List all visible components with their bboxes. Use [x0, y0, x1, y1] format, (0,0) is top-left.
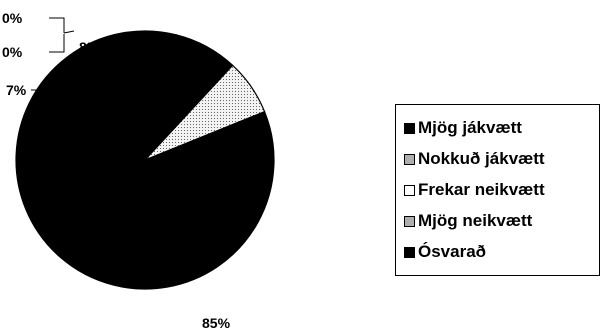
legend-item-frekar-neikvaett: Frekar neikvætt: [404, 179, 545, 201]
pie-slice-osvarad: [15, 30, 275, 290]
leader-line-zero-slices: [63, 30, 75, 34]
data-label-osvarad: 85%: [202, 315, 231, 331]
leader-line-mjog-neikvaett: [49, 34, 65, 53]
legend-swatch-frekar-neikvaett: [404, 184, 415, 196]
leader-line-nokkud-jakvaett: [31, 89, 46, 98]
legend-item-mjog-jakvaett: Mjög jákvætt: [404, 117, 522, 139]
legend-swatch-mjog-neikvaett: [404, 215, 415, 227]
data-label-mjog-jakvaett: 8%: [79, 39, 100, 55]
legend-label-osvarad: Ósvarað: [418, 242, 487, 261]
legend-label-mjog-neikvaett: Mjög neikvætt: [418, 211, 533, 230]
legend-label-nokkud-jakvaett: Nokkuð jákvætt: [418, 149, 545, 168]
legend-item-osvarad: Ósvarað: [404, 241, 486, 263]
leader-line-frekar-neikvaett: [49, 17, 65, 33]
chart-legend: Mjög jákvætt Nokkuð jákvætt Frekar neikv…: [395, 104, 600, 276]
legend-swatch-osvarad: [404, 246, 415, 258]
legend-swatch-mjog-jakvaett: [404, 122, 415, 134]
legend-label-frekar-neikvaett: Frekar neikvætt: [418, 180, 545, 199]
legend-item-nokkud-jakvaett: Nokkuð jákvætt: [404, 148, 545, 170]
legend-label-mjog-jakvaett: Mjög jákvætt: [418, 118, 522, 137]
legend-swatch-nokkud-jakvaett: [404, 153, 415, 165]
data-label-nokkud-jakvaett: 7%: [6, 82, 27, 98]
data-label-frekar-neikvaett: 0%: [2, 10, 23, 26]
legend-item-mjog-neikvaett: Mjög neikvætt: [404, 210, 532, 232]
data-label-mjog-neikvaett: 0%: [2, 44, 23, 60]
